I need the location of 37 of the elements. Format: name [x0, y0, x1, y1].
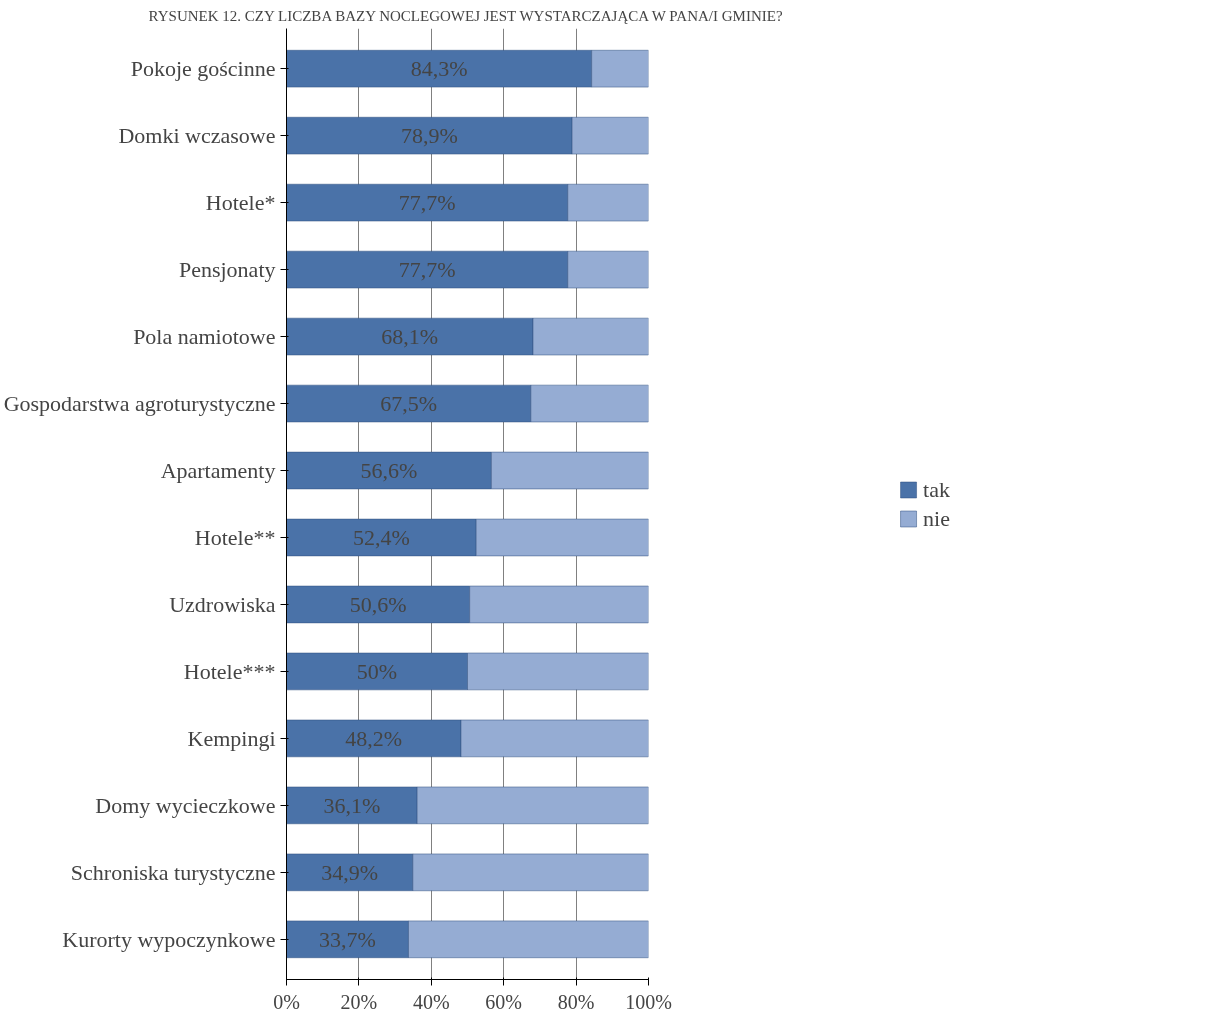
y-tick-label: Domy wycieczkowe [95, 792, 276, 818]
y-tick-label: Schroniska turystyczne [70, 859, 276, 885]
data-label: 77,7% [398, 190, 456, 216]
y-tick-label: Hotele*** [183, 658, 276, 684]
legend-label: nie [923, 505, 950, 531]
y-tick-label: Domki wczasowe [118, 123, 276, 149]
y-tick-label: Pola namiotowe [133, 324, 276, 350]
x-tick-label: 60% [485, 990, 523, 1013]
y-tick-label: Kempingi [187, 725, 276, 751]
data-label: 33,7% [319, 926, 376, 952]
y-tick-label: Gospodarstwa agroturystyczne [3, 391, 276, 417]
data-label: 50,6% [349, 591, 407, 617]
y-tick-label: Pokoje gościnne [130, 56, 276, 82]
data-label: 36,1% [323, 792, 381, 818]
data-label: 77,7% [398, 257, 456, 283]
data-label: 67,5% [380, 391, 438, 417]
x-tick-label: 0% [273, 990, 300, 1013]
y-tick-label: Uzdrowiska [169, 591, 276, 617]
data-label: 48,2% [345, 725, 403, 751]
chart-title: RYSUNEK 12. CZY LICZBA BAZY NOCLEGOWEJ JEST WYSTARCZAJĄCA W PANA/I GMINIE? [148, 7, 783, 24]
data-label: 68,1% [381, 324, 439, 350]
data-label: 78,9% [400, 123, 458, 149]
x-tick-label: 20% [340, 990, 378, 1013]
y-tick-label: Hotele* [205, 190, 276, 216]
x-tick-label: 100% [625, 990, 672, 1013]
data-label: 56,6% [360, 458, 418, 484]
y-tick-label: Pensjonaty [178, 257, 276, 283]
data-label: 52,4% [352, 524, 410, 550]
x-tick-label: 80% [557, 990, 595, 1013]
y-tick-label: Hotele** [194, 524, 276, 550]
legend-label: tak [923, 476, 950, 502]
data-label: 34,9% [321, 859, 379, 885]
x-tick-label: 40% [412, 990, 450, 1013]
data-label: 50% [356, 658, 398, 684]
y-tick-label: Kurorty wypoczynkowe [62, 926, 276, 952]
y-tick-label: Apartamenty [160, 458, 276, 484]
data-label: 84,3% [410, 56, 468, 82]
